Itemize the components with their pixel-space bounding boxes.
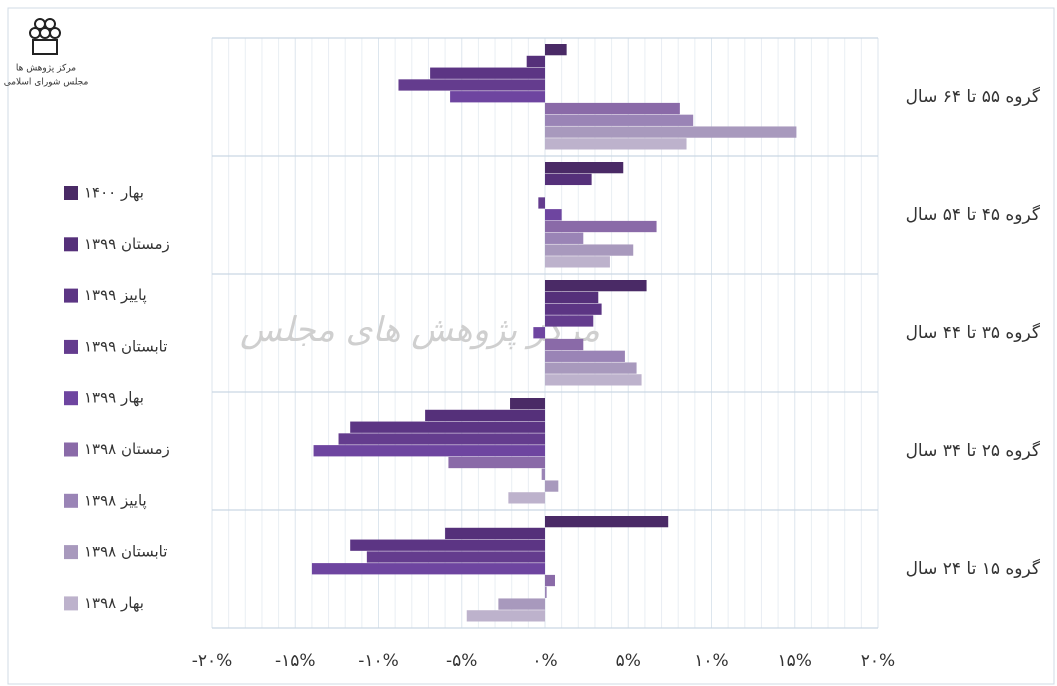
bar	[545, 162, 624, 174]
legend-swatch	[64, 596, 78, 611]
bar	[508, 492, 545, 504]
legend-label: بهار ۱۳۹۹	[84, 389, 144, 407]
bar	[430, 67, 545, 79]
legend-label: تابستان ۱۳۹۹	[84, 337, 167, 355]
x-tick-label: ۲۰%	[861, 651, 895, 671]
bar	[538, 197, 545, 209]
bar	[545, 280, 647, 292]
legend-swatch	[64, 493, 78, 508]
bar	[311, 563, 545, 575]
bar	[545, 480, 559, 492]
bar	[545, 138, 687, 150]
bar	[545, 126, 797, 138]
bar	[545, 173, 592, 186]
bar	[398, 79, 545, 91]
logo	[29, 18, 61, 55]
bar	[466, 610, 545, 622]
x-tick-label: ۵%	[616, 651, 641, 671]
y-tick-label: گروه ۱۵ تا ۲۴ سال	[906, 558, 1041, 579]
logo-text: مجلس شورای اسلامی	[4, 78, 89, 88]
legend-label: بهار ۱۳۹۸	[84, 594, 144, 612]
bar	[313, 445, 545, 457]
bar	[545, 574, 555, 587]
bar	[545, 374, 642, 386]
x-tick-label: ۱۵%	[778, 651, 812, 671]
y-tick-label: گروه ۵۵ تا ۶۴ سال	[906, 86, 1041, 107]
bar	[448, 456, 545, 469]
bar	[366, 551, 545, 563]
bar	[545, 586, 547, 598]
bar	[545, 232, 584, 244]
bar	[545, 516, 669, 528]
bar	[545, 338, 584, 351]
x-tick-label: -۱۵%	[275, 651, 316, 671]
bar	[498, 598, 545, 610]
bar	[545, 362, 637, 374]
frame	[7, 7, 1055, 685]
legend-swatch	[64, 339, 78, 354]
y-tick-label: گروه ۴۵ تا ۵۴ سال	[906, 204, 1041, 225]
bar	[533, 327, 545, 339]
bar	[510, 398, 545, 410]
logo-text: مرکز پژوهش ها	[16, 64, 76, 74]
legend-swatch	[64, 391, 78, 406]
x-tick-label: ۱۰%	[694, 651, 728, 671]
legend-swatch	[64, 545, 78, 560]
y-tick-label: گروه ۲۵ تا ۳۴ سال	[906, 440, 1041, 461]
bar	[445, 527, 545, 540]
bar	[545, 291, 599, 304]
legend-label: پاییز ۱۳۹۹	[84, 286, 147, 305]
bar	[545, 350, 625, 362]
bar	[545, 256, 610, 268]
legend-label: زمستان ۱۳۹۹	[84, 235, 170, 253]
legend-swatch	[64, 186, 78, 200]
legend-label: بهار ۱۴۰۰	[84, 184, 144, 202]
bar	[350, 539, 545, 551]
x-tick-label: ۰%	[532, 651, 557, 671]
legend-label: زمستان ۱۳۹۸	[84, 440, 170, 458]
legend-swatch	[64, 442, 78, 457]
bar	[350, 421, 545, 433]
bar	[545, 315, 594, 327]
x-tick-label: -۵%	[446, 651, 477, 671]
bar	[545, 303, 602, 315]
bar	[541, 468, 545, 480]
x-tick-label: -۲۰%	[192, 651, 233, 671]
bar	[338, 433, 545, 445]
bar	[545, 244, 634, 256]
bar	[545, 220, 657, 233]
bar	[425, 409, 545, 422]
y-tick-label: گروه ۳۵ تا ۴۴ سال	[906, 322, 1041, 343]
legend-label: پاییز ۱۳۹۸	[84, 491, 147, 510]
bar	[450, 91, 545, 103]
x-tick-label: -۱۰%	[358, 651, 399, 671]
bar	[545, 44, 567, 56]
bar	[545, 114, 694, 126]
legend-label: تابستان ۱۳۹۸	[84, 543, 167, 561]
legend-swatch	[64, 237, 78, 252]
bar	[526, 55, 545, 68]
bar	[545, 209, 562, 221]
bar	[545, 102, 680, 115]
legend-swatch	[64, 288, 78, 303]
